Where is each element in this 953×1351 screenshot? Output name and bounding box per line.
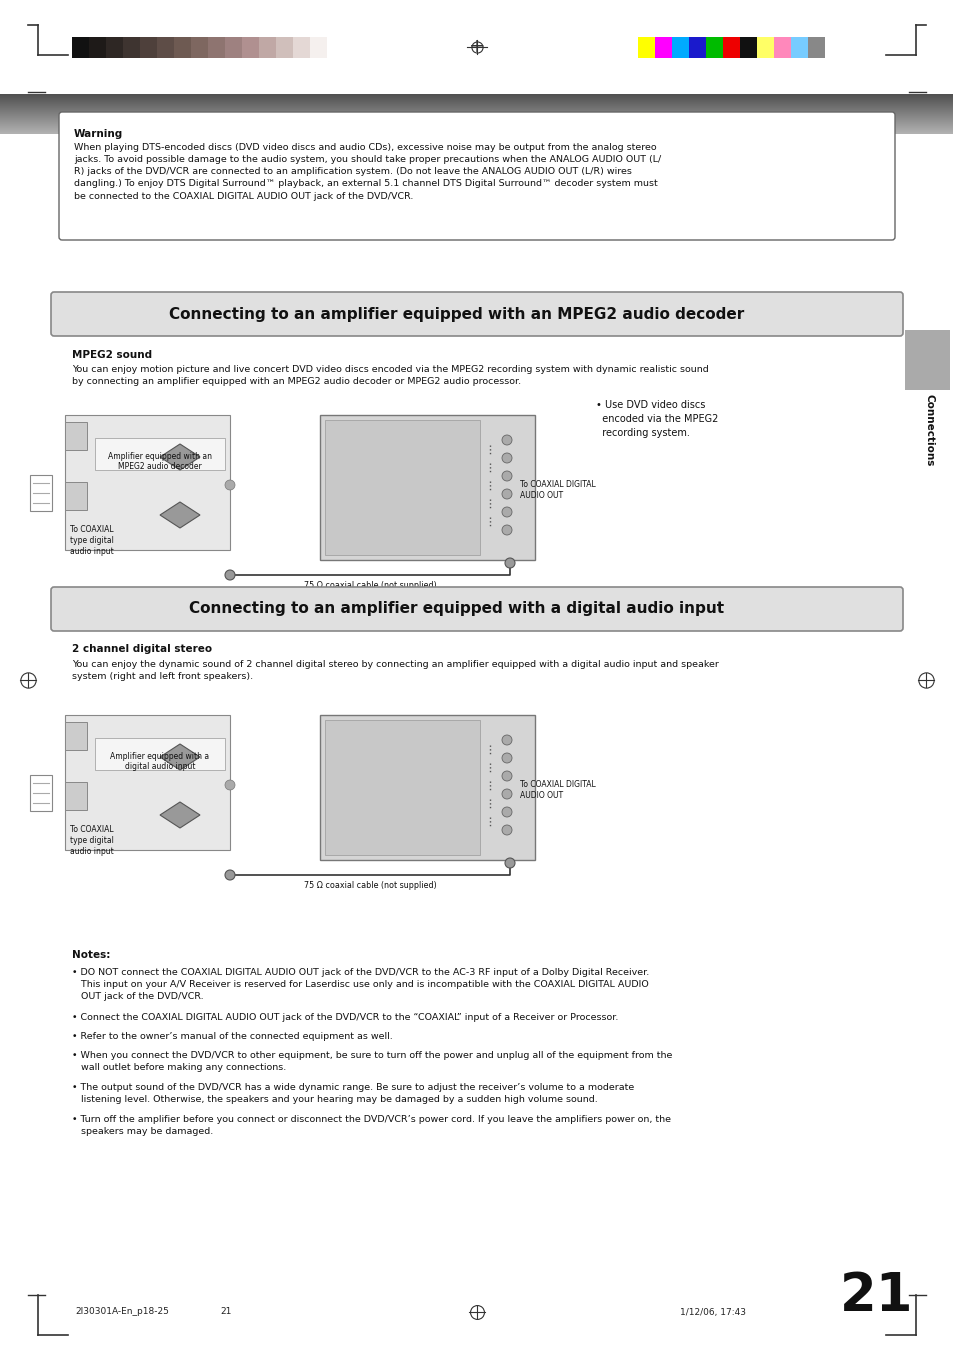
Text: • Refer to the owner’s manual of the connected equipment as well.: • Refer to the owner’s manual of the con… — [71, 1032, 393, 1042]
Text: • Turn off the amplifier before you connect or disconnect the DVD/VCR’s power co: • Turn off the amplifier before you conn… — [71, 1115, 670, 1136]
Text: Notes:: Notes: — [71, 950, 111, 961]
Text: To COAXIAL
type digital
audio input: To COAXIAL type digital audio input — [70, 526, 113, 557]
Circle shape — [501, 507, 512, 517]
Circle shape — [501, 771, 512, 781]
Circle shape — [501, 453, 512, 463]
Text: +: + — [468, 38, 485, 57]
Text: Connecting to an amplifier equipped with a digital audio input: Connecting to an amplifier equipped with… — [190, 601, 723, 616]
Circle shape — [504, 558, 515, 567]
Text: Amplifier equipped with a
digital audio input: Amplifier equipped with a digital audio … — [111, 753, 210, 771]
Bar — [740, 36, 757, 58]
Bar — [310, 36, 327, 58]
Circle shape — [501, 735, 512, 744]
Text: • Use DVD video discs
  encoded via the MPEG2
  recording system.: • Use DVD video discs encoded via the MP… — [596, 400, 718, 438]
Bar — [325, 420, 479, 555]
Text: Connections: Connections — [924, 393, 934, 466]
Bar — [757, 36, 773, 58]
Polygon shape — [160, 503, 200, 528]
Circle shape — [501, 825, 512, 835]
Text: To COAXIAL DIGITAL
AUDIO OUT: To COAXIAL DIGITAL AUDIO OUT — [519, 480, 595, 500]
Text: You can enjoy the dynamic sound of 2 channel digital stereo by connecting an amp: You can enjoy the dynamic sound of 2 cha… — [71, 661, 719, 681]
Bar — [89, 36, 106, 58]
Bar — [95, 438, 225, 470]
Circle shape — [225, 780, 234, 790]
Text: To COAXIAL DIGITAL
AUDIO OUT: To COAXIAL DIGITAL AUDIO OUT — [519, 780, 595, 800]
Text: 75 Ω coaxial cable (not supplied): 75 Ω coaxial cable (not supplied) — [303, 581, 436, 590]
Circle shape — [501, 789, 512, 798]
FancyBboxPatch shape — [51, 586, 902, 631]
Bar — [65, 782, 87, 811]
Circle shape — [501, 753, 512, 763]
FancyBboxPatch shape — [51, 292, 902, 336]
Bar — [65, 715, 230, 850]
Bar — [807, 36, 824, 58]
Bar — [790, 36, 807, 58]
Polygon shape — [160, 444, 200, 470]
Text: Amplifier equipped with an
MPEG2 audio decoder: Amplifier equipped with an MPEG2 audio d… — [108, 453, 212, 471]
Bar — [671, 36, 688, 58]
Text: • When you connect the DVD/VCR to other equipment, be sure to turn off the power: • When you connect the DVD/VCR to other … — [71, 1051, 672, 1073]
Bar — [225, 36, 242, 58]
Bar — [123, 36, 140, 58]
Text: To COAXIAL
type digital
audio input: To COAXIAL type digital audio input — [70, 825, 113, 857]
Text: • The output sound of the DVD/VCR has a wide dynamic range. Be sure to adjust th: • The output sound of the DVD/VCR has a … — [71, 1084, 634, 1104]
Bar — [65, 422, 87, 450]
Circle shape — [225, 870, 234, 880]
Text: 21: 21 — [220, 1308, 232, 1316]
Bar — [208, 36, 225, 58]
Bar — [65, 721, 87, 750]
Text: You can enjoy motion picture and live concert DVD video discs encoded via the MP: You can enjoy motion picture and live co… — [71, 365, 708, 386]
Text: MPEG2 sound: MPEG2 sound — [71, 350, 152, 359]
Bar — [325, 720, 479, 855]
Text: • Connect the COAXIAL DIGITAL AUDIO OUT jack of the DVD/VCR to the “COAXIAL” inp: • Connect the COAXIAL DIGITAL AUDIO OUT … — [71, 1013, 618, 1021]
Bar — [242, 36, 258, 58]
Bar — [688, 36, 705, 58]
Bar — [157, 36, 173, 58]
Text: 2 channel digital stereo: 2 channel digital stereo — [71, 644, 212, 654]
Bar — [773, 36, 790, 58]
Text: Connecting to an amplifier equipped with an MPEG2 audio decoder: Connecting to an amplifier equipped with… — [170, 307, 744, 322]
Bar — [30, 775, 52, 811]
Bar — [0, 0, 953, 95]
Text: 75 Ω coaxial cable (not supplied): 75 Ω coaxial cable (not supplied) — [303, 881, 436, 890]
Bar — [65, 415, 230, 550]
Bar — [258, 36, 275, 58]
Text: 2I30301A-En_p18-25: 2I30301A-En_p18-25 — [75, 1308, 169, 1316]
FancyBboxPatch shape — [59, 112, 894, 240]
Circle shape — [225, 480, 234, 490]
Bar — [140, 36, 157, 58]
Polygon shape — [160, 744, 200, 770]
Bar — [705, 36, 722, 58]
Bar — [293, 36, 310, 58]
Circle shape — [501, 807, 512, 817]
Circle shape — [504, 858, 515, 867]
Circle shape — [501, 471, 512, 481]
Bar — [95, 738, 225, 770]
Text: • DO NOT connect the COAXIAL DIGITAL AUDIO OUT jack of the DVD/VCR to the AC-3 R: • DO NOT connect the COAXIAL DIGITAL AUD… — [71, 969, 649, 1001]
Text: 1/12/06, 17:43: 1/12/06, 17:43 — [679, 1308, 745, 1316]
Bar — [191, 36, 208, 58]
Bar — [173, 36, 191, 58]
Bar — [30, 476, 52, 511]
Text: When playing DTS-encoded discs (DVD video discs and audio CDs), excessive noise : When playing DTS-encoded discs (DVD vide… — [74, 143, 660, 200]
Circle shape — [501, 526, 512, 535]
Bar — [319, 415, 535, 561]
Bar — [71, 36, 89, 58]
Bar — [722, 36, 740, 58]
Bar — [319, 715, 535, 861]
Text: 21: 21 — [840, 1270, 913, 1323]
Bar — [65, 482, 87, 509]
Bar — [275, 36, 293, 58]
Bar — [638, 36, 655, 58]
Bar — [655, 36, 671, 58]
Bar — [106, 36, 123, 58]
Circle shape — [501, 435, 512, 444]
Circle shape — [225, 570, 234, 580]
Polygon shape — [160, 802, 200, 828]
Bar — [904, 330, 949, 390]
Text: Warning: Warning — [74, 128, 123, 139]
Circle shape — [501, 489, 512, 499]
